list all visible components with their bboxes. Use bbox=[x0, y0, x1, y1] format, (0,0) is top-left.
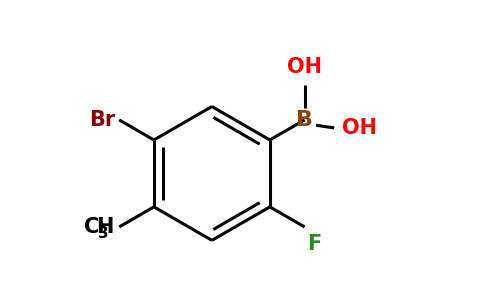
Text: OH: OH bbox=[287, 57, 322, 77]
Text: H: H bbox=[96, 217, 114, 237]
Text: F: F bbox=[307, 234, 321, 254]
Text: Br: Br bbox=[89, 110, 115, 130]
Text: OH: OH bbox=[342, 118, 377, 138]
Text: B: B bbox=[296, 110, 313, 130]
Text: C: C bbox=[84, 217, 99, 237]
Text: 3: 3 bbox=[98, 226, 108, 241]
